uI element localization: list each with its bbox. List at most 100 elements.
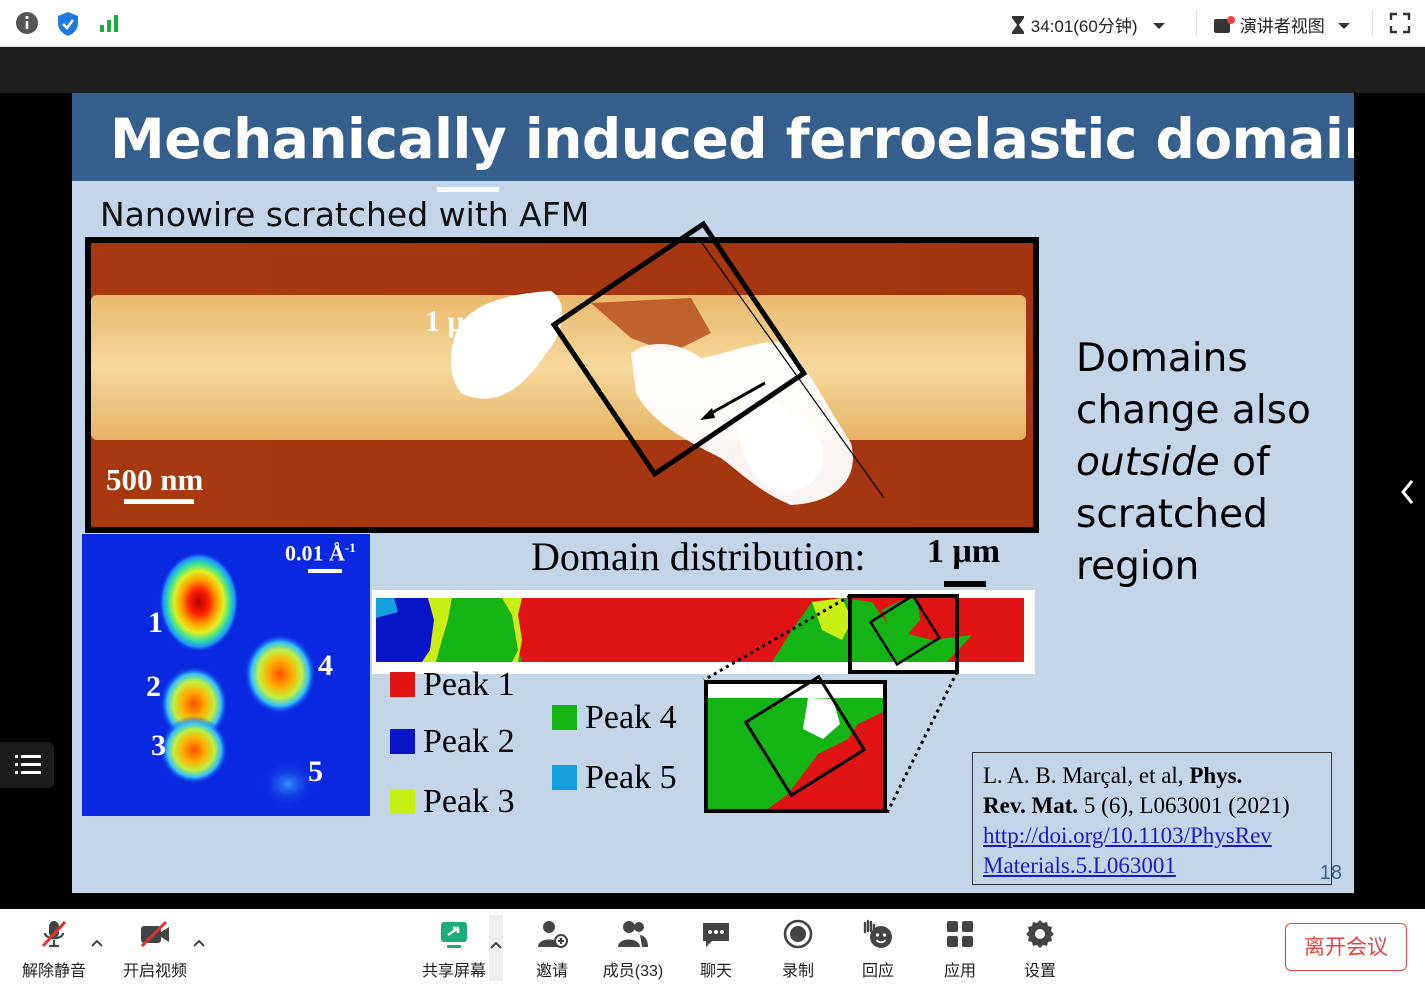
share-caret-area[interactable] — [489, 915, 503, 981]
list-icon — [15, 755, 41, 774]
divider — [1196, 10, 1197, 36]
members-label: 成员(33) — [602, 963, 664, 980]
speaker-view-toggle[interactable]: 演讲者视图 — [1213, 12, 1351, 37]
hourglass-icon — [1012, 16, 1024, 34]
reference-details: 5 (6), L063001 (2021) — [1083, 793, 1290, 818]
side-note-line: Domains — [1076, 336, 1248, 381]
leave-meeting-button[interactable]: 离开会议 — [1285, 923, 1407, 971]
legend-swatch — [390, 729, 415, 754]
network-signal-icon[interactable] — [98, 13, 122, 33]
legend-swatch — [390, 672, 415, 697]
start-video-label: 开启视频 — [122, 963, 187, 980]
react-label: 回应 — [861, 963, 894, 980]
record-icon — [783, 919, 813, 949]
legend-label: Peak 4 — [585, 699, 677, 736]
diffraction-peaks — [159, 552, 316, 808]
react-button[interactable]: 回应 — [848, 909, 908, 987]
divider — [1372, 10, 1373, 36]
chevron-up-icon[interactable] — [489, 940, 503, 950]
start-video-button[interactable]: 开启视频 — [115, 909, 195, 987]
reference-link[interactable]: http://doi.org/10.1103/PhysRev — [983, 823, 1272, 848]
chat-button[interactable]: 聊天 — [686, 909, 746, 987]
caret-down-icon[interactable] — [1152, 21, 1166, 31]
peak-number: 5 — [308, 755, 323, 788]
legend-item-peak-1: Peak 1 — [390, 666, 515, 704]
chevron-up-icon[interactable] — [90, 938, 104, 948]
camera-off-icon — [140, 920, 169, 948]
record-label: 录制 — [781, 963, 814, 980]
diffraction-scale-sup: -1 — [344, 540, 356, 555]
slide-list-button[interactable] — [0, 742, 54, 788]
side-note-line: scratched — [1076, 492, 1268, 537]
reference-link[interactable]: Materials.5.L063001 — [983, 853, 1176, 878]
reference-journal: Phys. — [1189, 763, 1243, 788]
side-note-line: outside of — [1076, 437, 1311, 489]
peak-number: 3 — [151, 729, 166, 762]
unmute-button[interactable]: 解除静音 — [14, 909, 94, 987]
domain-distribution-label: Domain distribution: — [531, 534, 866, 579]
legend-item-peak-4: Peak 4 — [552, 699, 677, 737]
security-shield-icon[interactable] — [56, 11, 80, 37]
meeting-top-bar: 34:01(60分钟) 演讲者视图 — [0, 0, 1425, 47]
share-header-strip — [0, 47, 1425, 93]
side-note-text: of — [1219, 440, 1270, 485]
members-icon — [618, 921, 648, 947]
settings-label: 设置 — [1023, 963, 1056, 980]
legend-swatch — [390, 789, 415, 814]
peak-number: 1 — [148, 606, 163, 639]
record-button[interactable]: 录制 — [768, 909, 828, 987]
diffraction-scale-label: 0.01 Å-1 — [285, 540, 356, 566]
peak-number: 4 — [318, 649, 333, 682]
legend-label: Peak 2 — [423, 723, 515, 760]
afm-topography — [91, 243, 1033, 527]
share-screen-button[interactable]: 共享屏幕 — [414, 909, 494, 987]
reference-line-3: http://doi.org/10.1103/PhysRev — [983, 821, 1321, 851]
settings-button[interactable]: 设置 — [1010, 909, 1070, 987]
diffraction-pattern-image: 0.01 Å-1 1 2 3 4 5 — [82, 534, 370, 816]
apps-grid-icon — [947, 921, 973, 947]
share-screen-label: 共享屏幕 — [421, 963, 486, 980]
info-icon[interactable] — [15, 11, 39, 35]
legend-swatch — [552, 705, 577, 730]
zoom-inset-graphic — [708, 684, 883, 809]
reference-line-1: L. A. B. Marçal, et al, Phys. — [983, 761, 1321, 791]
afm-scale-label: 500 nm — [106, 462, 204, 497]
invite-button[interactable]: 邀请 — [520, 909, 584, 987]
share-screen-icon — [441, 922, 467, 948]
meeting-timer[interactable]: 34:01(60分钟) — [1010, 12, 1166, 37]
slide-title: Mechanically induced ferroelastic domain… — [110, 107, 1354, 171]
legend-label: Peak 5 — [585, 759, 677, 796]
slide-title-bar: Mechanically induced ferroelastic domain… — [72, 93, 1354, 181]
reference-box: L. A. B. Marçal, et al, Phys. Rev. Mat. … — [972, 752, 1332, 885]
speaker-view-icon — [1214, 16, 1235, 33]
side-note-emphasis: outside — [1076, 440, 1220, 485]
meeting-toolbar: 解除静音 开启视频 共享屏幕 邀请 成员(33) — [0, 909, 1425, 987]
members-button[interactable]: 成员(33) — [596, 909, 670, 987]
gear-icon — [1026, 920, 1054, 948]
reaction-hand-icon — [863, 919, 892, 948]
chevron-up-icon[interactable] — [192, 938, 206, 948]
afm-scale-bar — [124, 499, 194, 504]
apps-label: 应用 — [943, 963, 976, 980]
fullscreen-icon[interactable] — [1389, 12, 1411, 34]
caret-down-icon[interactable] — [1337, 21, 1351, 31]
side-note: Domains change also outside of scratched… — [1076, 333, 1311, 593]
microphone-muted-icon — [41, 920, 67, 948]
diffraction-scale-text: 0.01 Å — [285, 540, 345, 566]
legend-item-peak-5: Peak 5 — [552, 759, 677, 797]
legend-label: Peak 1 — [423, 666, 515, 703]
legend-label: Peak 3 — [423, 783, 515, 820]
reference-authors: L. A. B. Marçal, et al, — [983, 763, 1184, 788]
peak-number: 2 — [146, 670, 161, 703]
apps-button[interactable]: 应用 — [930, 909, 990, 987]
legend-item-peak-2: Peak 2 — [390, 723, 515, 761]
slide-number: 18 — [1319, 862, 1342, 884]
legend-item-peak-3: Peak 3 — [390, 783, 515, 821]
zoom-connector-line — [885, 671, 959, 814]
domain-map-graphic — [376, 598, 1024, 662]
speaker-view-label: 演讲者视图 — [1239, 17, 1325, 36]
domain-scale-label: 1 μm — [927, 533, 1001, 570]
invite-label: 邀请 — [535, 963, 568, 980]
chevron-right-panel-icon[interactable] — [1398, 478, 1416, 506]
unmute-label: 解除静音 — [21, 963, 86, 980]
